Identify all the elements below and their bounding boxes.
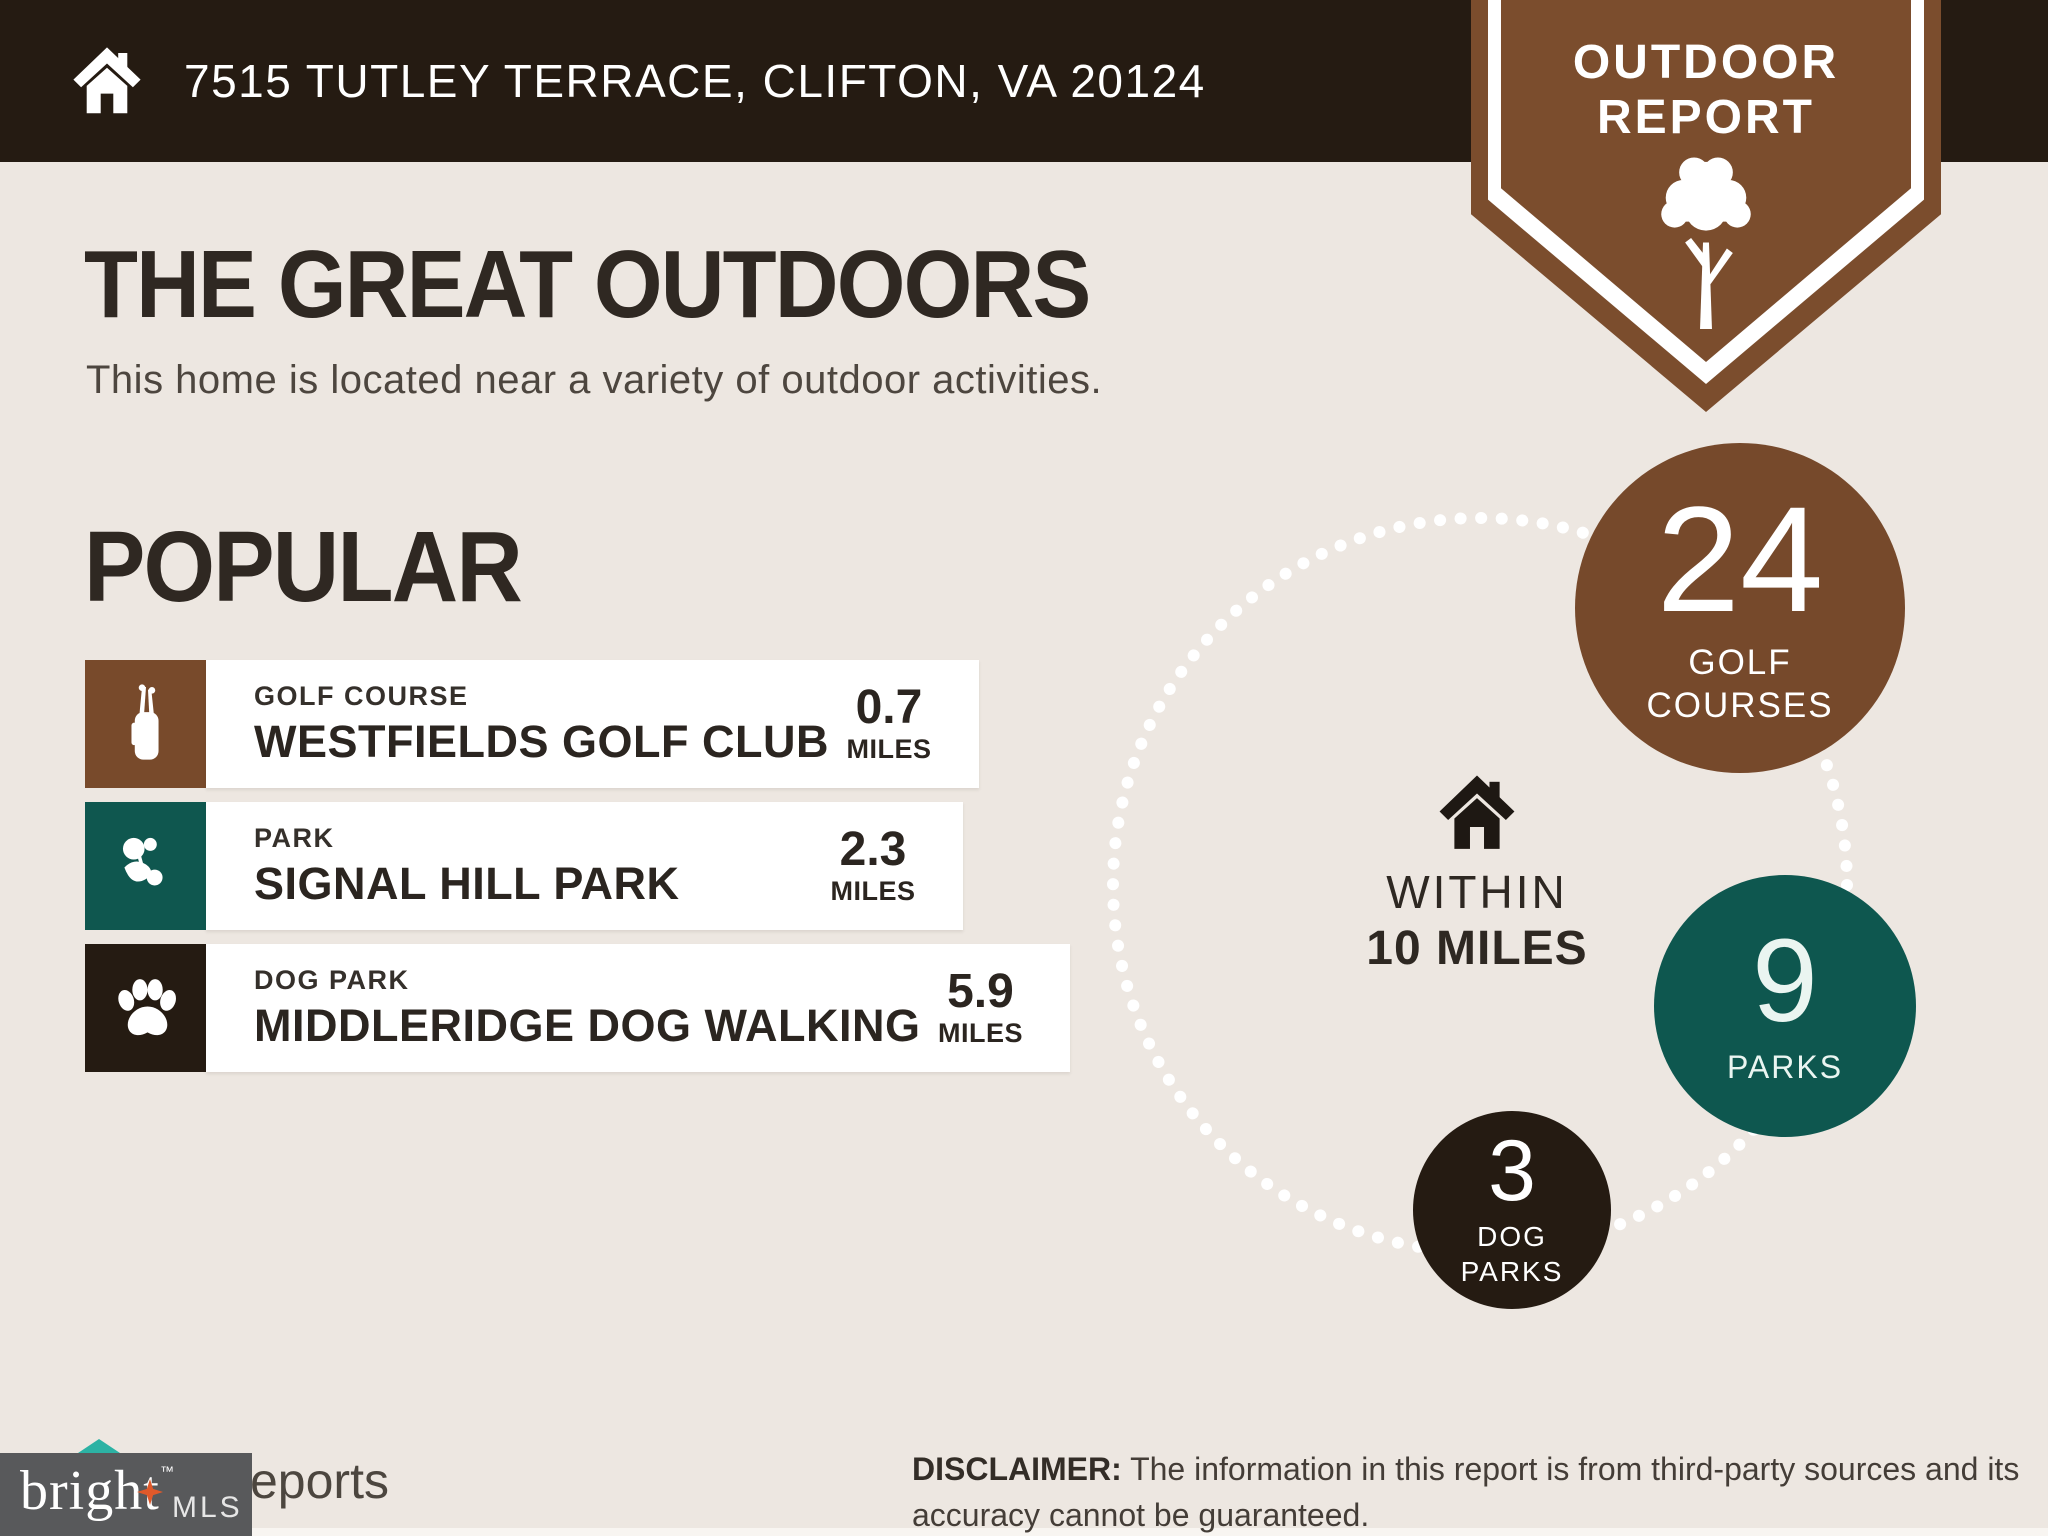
- item-category: GOLF COURSE: [254, 680, 469, 711]
- stat-label: DOG PARKS: [1460, 1220, 1564, 1287]
- paw-icon: [85, 944, 206, 1072]
- stat-parks: 9 PARKS: [1654, 875, 1916, 1137]
- page-title: THE GREAT OUTDOORS: [84, 231, 1091, 338]
- mls-label: MLS: [172, 1491, 243, 1524]
- stat-golf-courses: 24 GOLF COURSES: [1575, 443, 1905, 773]
- badge-line1: OUTDOOR: [1572, 36, 1840, 89]
- within-radius-label: WITHIN 10 MILES: [1327, 772, 1627, 976]
- disclaimer-label: DISCLAIMER:: [912, 1451, 1122, 1487]
- item-category: DOG PARK: [254, 964, 410, 995]
- list-item-park: PARK SIGNAL HILL PARK 2.3 MILES: [85, 802, 963, 930]
- house-icon: [1439, 775, 1515, 849]
- list-item-card: DOG PARK MIDDLERIDGE DOG WALKING 5.9 MIL…: [206, 944, 1071, 1072]
- bright-mls-watermark: bright ™ MLS: [0, 1453, 252, 1536]
- item-distance: 2.3 MILES: [830, 822, 916, 906]
- popular-list: GOLF COURSE WESTFIELDS GOLF CLUB 0.7 MIL…: [85, 660, 1071, 1086]
- stat-label: PARKS: [1726, 1049, 1844, 1086]
- house-icon: [73, 47, 141, 114]
- tree-icon: [1661, 157, 1751, 330]
- within-line2: 10 MILES: [1366, 922, 1588, 975]
- item-name: SIGNAL HILL PARK: [254, 857, 680, 909]
- stat-label: GOLF COURSES: [1646, 642, 1834, 726]
- list-item-card: PARK SIGNAL HILL PARK 2.3 MILES: [206, 802, 963, 930]
- list-item-dog-park: DOG PARK MIDDLERIDGE DOG WALKING 5.9 MIL…: [85, 944, 1071, 1072]
- page-subtitle: This home is located near a variety of o…: [86, 358, 1103, 402]
- property-address: 7515 TUTLEY TERRACE, CLIFTON, VA 20124: [184, 55, 1206, 107]
- list-item-golf-course: GOLF COURSE WESTFIELDS GOLF CLUB 0.7 MIL…: [85, 660, 979, 788]
- bottom-edge-strip: [0, 1528, 2048, 1536]
- badge-line2: REPORT: [1596, 90, 1815, 144]
- stat-value: 9: [1752, 914, 1818, 1047]
- disclaimer-text: DISCLAIMER: The information in this repo…: [912, 1451, 2020, 1534]
- item-name: MIDDLERIDGE DOG WALKING: [254, 999, 921, 1051]
- stat-value: 3: [1488, 1123, 1536, 1220]
- bright-wordmark: bright: [20, 1460, 160, 1522]
- item-distance: 0.7 MILES: [846, 680, 932, 764]
- stat-value: 24: [1656, 475, 1824, 643]
- within-line1: WITHIN: [1386, 866, 1568, 918]
- park-trees-icon: [85, 802, 206, 930]
- partial-logo-text: eports: [250, 1453, 389, 1509]
- teal-roof-icon: [78, 1439, 120, 1453]
- popular-heading: POPULAR: [84, 511, 523, 623]
- badge-title: OUTDOOR REPORT: [1471, 36, 1941, 145]
- outdoor-report-badge: OUTDOOR REPORT: [1471, 0, 1941, 412]
- trademark-symbol: ™: [160, 1463, 174, 1479]
- item-category: PARK: [254, 822, 335, 853]
- item-name: WESTFIELDS GOLF CLUB: [254, 715, 829, 767]
- list-item-card: GOLF COURSE WESTFIELDS GOLF CLUB 0.7 MIL…: [206, 660, 979, 788]
- golf-bag-icon: [85, 660, 206, 788]
- stat-dog-parks: 3 DOG PARKS: [1413, 1111, 1611, 1309]
- item-distance: 5.9 MILES: [937, 964, 1023, 1048]
